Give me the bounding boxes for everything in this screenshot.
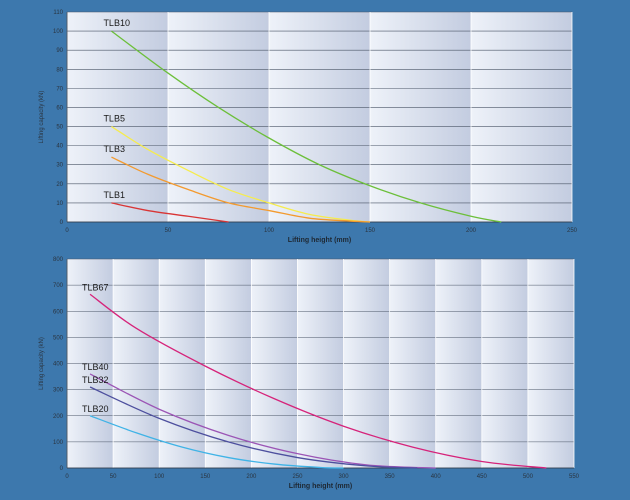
grid-band — [67, 12, 168, 222]
x-axis-title: Lifting height (mm) — [289, 483, 352, 490]
series-label-tlb32: TLB32 — [82, 375, 109, 385]
x-tick-label: 200 — [466, 228, 477, 234]
x-tick-label: 450 — [477, 474, 488, 480]
y-tick-label: 100 — [53, 29, 64, 35]
y-tick-label: 0 — [60, 466, 64, 472]
series-line-tlb3 — [111, 156, 371, 223]
series-line-tlb5 — [111, 125, 371, 223]
grid-band — [370, 12, 471, 222]
y-tick-label: 0 — [60, 220, 64, 226]
chart-bottom: 0 100 200 300 400 500 600 700 800 0 50 100 150 200 250… — [39, 257, 580, 490]
x-axis-title: Lifting height (mm) — [288, 237, 351, 244]
y-tick-label: 90 — [56, 48, 63, 54]
y-tick-label: 40 — [56, 144, 63, 150]
y-tick-label: 500 — [53, 335, 64, 341]
y-tick-label: 100 — [53, 440, 64, 446]
x-tick-label: 150 — [365, 228, 376, 234]
grid-band — [269, 12, 370, 222]
series-line-tlb10 — [111, 30, 502, 223]
y-tick-label: 200 — [53, 414, 64, 420]
y-tick-label: 600 — [53, 309, 64, 315]
series-label-tlb40: TLB40 — [82, 362, 109, 372]
series-label-tlb10: TLB10 — [103, 18, 130, 28]
y-tick-label: 10 — [56, 201, 63, 207]
y-tick-label: 400 — [53, 362, 64, 368]
y-tick-label: 700 — [53, 283, 64, 289]
series-label-tlb67: TLB67 — [82, 282, 109, 292]
grid-band — [168, 12, 269, 222]
x-tick-label: 50 — [165, 228, 172, 234]
x-tick-label: 300 — [339, 474, 350, 480]
y-tick-label: 70 — [56, 86, 63, 92]
x-tick-label: 0 — [65, 474, 69, 480]
series-label-tlb20: TLB20 — [82, 404, 109, 414]
x-tick-label: 250 — [567, 228, 578, 234]
y-tick-label: 20 — [56, 182, 63, 188]
y-tick-label: 30 — [56, 163, 63, 169]
chart-top: 0 10 20 30 40 50 60 70 80 90 100 110 0 50 100 150 200 250… — [39, 10, 578, 244]
x-tick-label: 500 — [523, 474, 534, 480]
series-label-tlb3: TLB3 — [103, 144, 125, 154]
x-tick-label: 50 — [110, 474, 117, 480]
x-tick-label: 100 — [154, 474, 165, 480]
series-line-tlb32 — [89, 386, 418, 469]
y-tick-label: 60 — [56, 105, 63, 111]
y-axis-title: Lifting capacity (kN) — [39, 337, 45, 390]
grid-band — [471, 12, 572, 222]
series-label-tlb1: TLB1 — [103, 190, 125, 200]
y-tick-label: 800 — [53, 257, 64, 263]
x-tick-label: 250 — [292, 474, 303, 480]
x-tick-label: 400 — [431, 474, 442, 480]
series-line-tlb40 — [89, 373, 436, 469]
x-tick-label: 200 — [246, 474, 257, 480]
x-tick-label: 550 — [569, 474, 580, 480]
x-tick-label: 0 — [65, 228, 69, 234]
y-tick-label: 80 — [56, 67, 63, 73]
x-tick-label: 350 — [385, 474, 396, 480]
x-tick-label: 150 — [200, 474, 211, 480]
y-tick-label: 50 — [56, 125, 63, 131]
y-tick-label: 110 — [53, 10, 63, 16]
series-line-tlb1 — [111, 202, 229, 223]
y-axis-title: Lifting capacity (kN) — [39, 91, 45, 144]
x-tick-label: 100 — [264, 228, 275, 234]
y-tick-label: 300 — [53, 388, 64, 394]
series-line-tlb20 — [89, 415, 344, 469]
series-line-tlb67 — [89, 293, 547, 469]
series-label-tlb5: TLB5 — [103, 114, 125, 124]
